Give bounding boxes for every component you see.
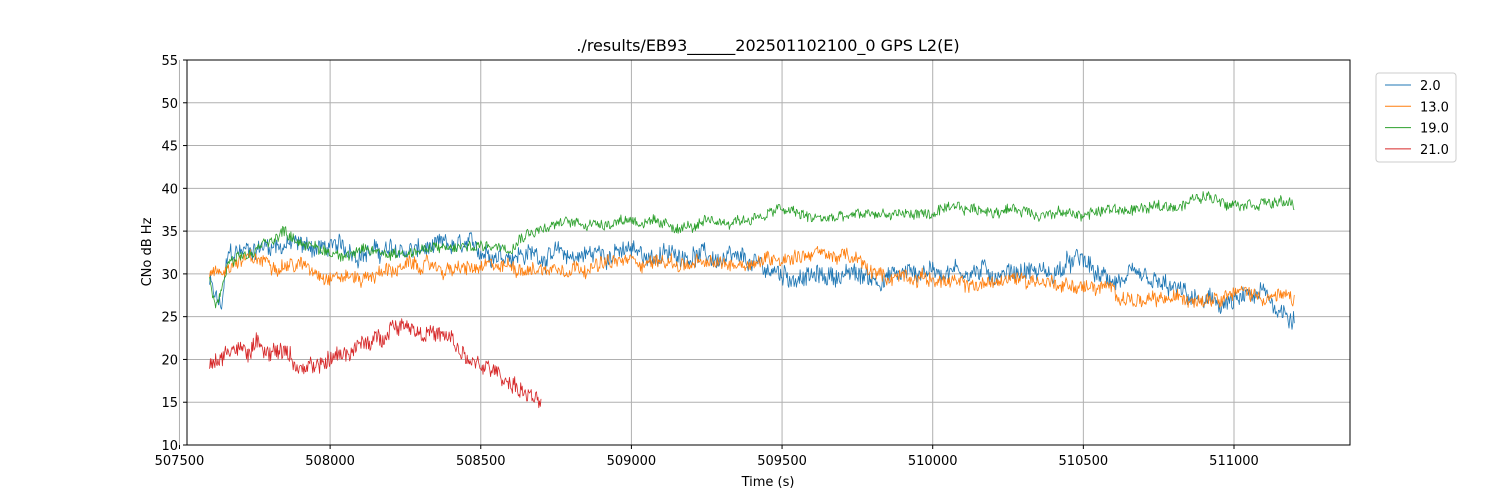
x-tick-label: 508500	[456, 454, 506, 469]
series-line-19-0	[209, 191, 1295, 309]
legend-label: 2.0	[1420, 79, 1441, 94]
series-lines	[209, 191, 1295, 409]
x-tick-label: 509500	[757, 454, 807, 469]
chart-title: ./results/EB93______202501102100_0 GPS L…	[576, 36, 959, 56]
y-tick-label: 10	[161, 439, 178, 454]
x-axis-label: Time (s)	[741, 475, 795, 490]
y-tick-label: 30	[161, 268, 178, 283]
y-tick-label: 15	[161, 396, 178, 411]
y-tick-label: 40	[161, 182, 178, 197]
y-tick-label: 25	[161, 311, 178, 326]
y-tick-label: 20	[161, 353, 178, 368]
plot-frame	[186, 59, 1351, 446]
legend-label: 13.0	[1420, 100, 1449, 115]
y-tick-label: 45	[161, 140, 178, 155]
y-tick-label: 35	[161, 225, 178, 240]
series-line-2-0	[209, 231, 1295, 330]
legend: 2.0 13.0 19.0 21.0	[1375, 72, 1457, 163]
x-tick-label: 510000	[908, 454, 958, 469]
x-tick-label: 507500	[155, 454, 205, 469]
y-tick-label: 50	[161, 97, 178, 112]
legend-box	[1375, 72, 1457, 163]
x-tick-label: 510500	[1059, 454, 1109, 469]
y-axis-label: CNo dB Hz	[140, 217, 155, 286]
x-tick-label: 509000	[607, 454, 657, 469]
legend-label: 21.0	[1420, 143, 1449, 158]
legend-label: 19.0	[1420, 122, 1449, 137]
x-tick-label: 508000	[305, 454, 355, 469]
axis-ticks: 507500 508000 508500 509000 509500 510000 5105…	[155, 54, 1259, 469]
series-line-21-0	[209, 318, 542, 409]
y-tick-label: 55	[161, 54, 178, 69]
series-line-13-0	[209, 246, 1295, 308]
x-tick-label: 511000	[1209, 454, 1259, 469]
